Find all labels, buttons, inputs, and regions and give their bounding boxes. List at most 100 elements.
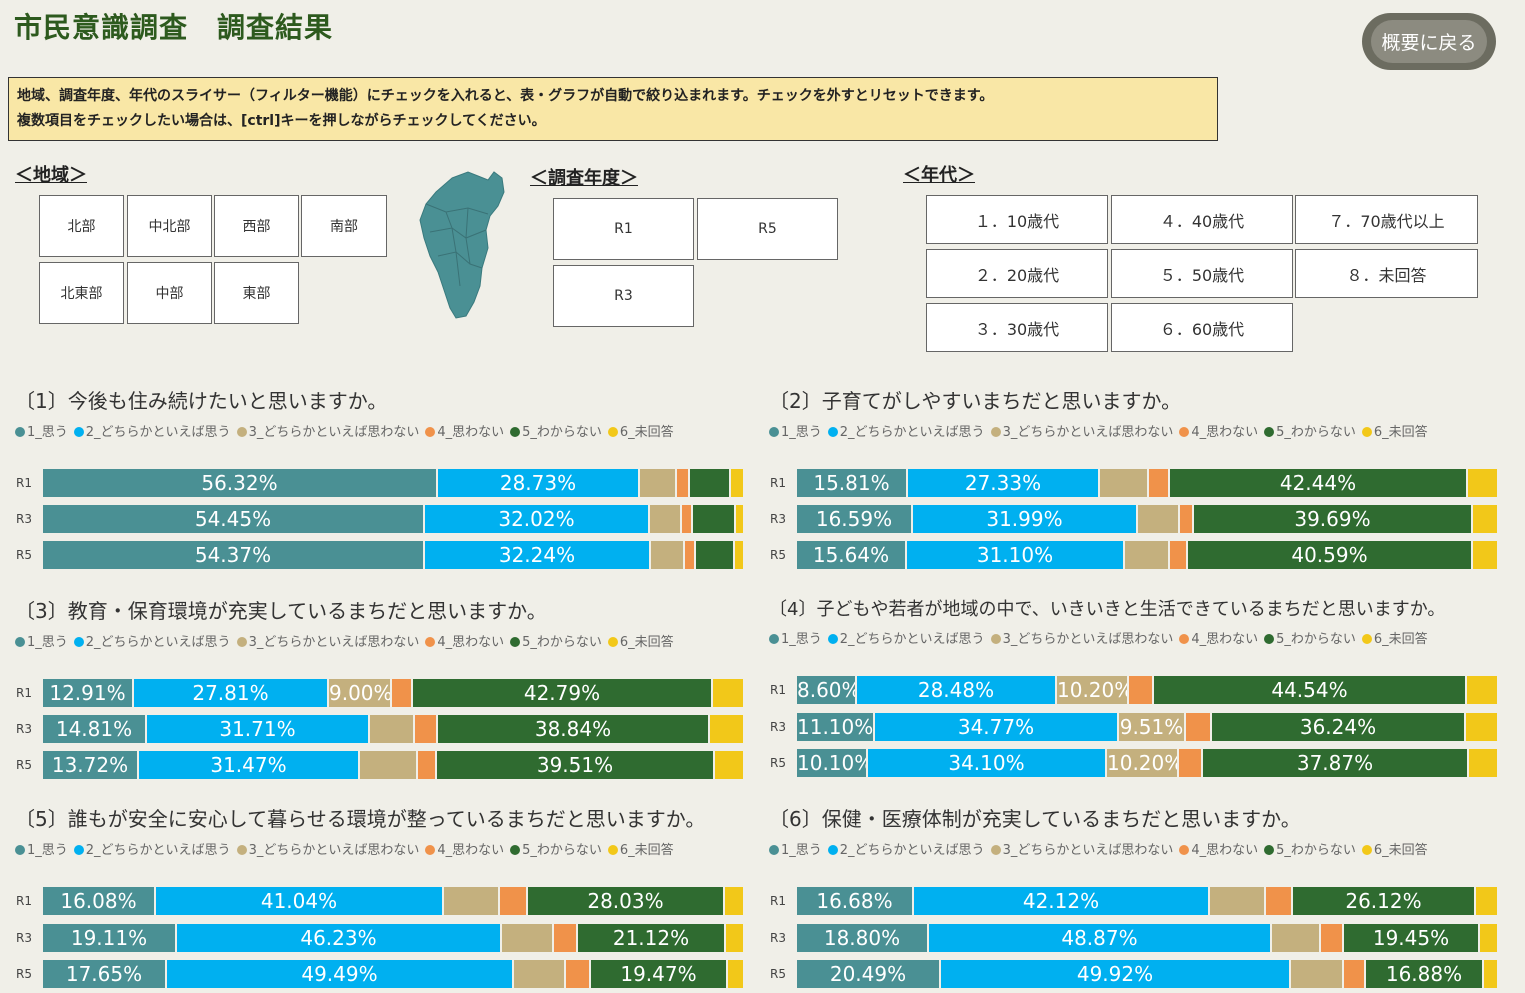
region-south-button[interactable]: 南部 (301, 195, 387, 257)
segment-no-answer[interactable] (1484, 960, 1497, 988)
segment-no-answer[interactable] (710, 715, 743, 743)
segment-disagree[interactable] (1179, 749, 1201, 777)
region-northeast-button[interactable]: 北東部 (39, 262, 124, 324)
legend-disagree[interactable]: 4_思わない (425, 631, 504, 650)
segment-agree[interactable] (797, 749, 866, 777)
segment-no-answer[interactable] (735, 541, 743, 569)
segment-somewhat-disagree[interactable] (1057, 676, 1127, 704)
segment-somewhat-disagree[interactable] (1107, 749, 1177, 777)
segment-somewhat-disagree[interactable] (650, 505, 680, 533)
legend-no-answer[interactable]: 6_未回答 (1361, 421, 1428, 440)
segment-disagree[interactable] (1129, 676, 1152, 704)
segment-no-answer[interactable] (726, 924, 743, 952)
legend-unknown[interactable]: 5_わからない (1264, 839, 1356, 858)
legend-agree[interactable]: 1_思う (769, 628, 822, 647)
year-r5-button[interactable]: R5 (697, 198, 838, 260)
segment-somewhat-disagree[interactable] (444, 887, 498, 915)
segment-somewhat-agree[interactable] (929, 924, 1270, 952)
stacked-bar[interactable]: 56.32% 28.73% (43, 469, 745, 497)
segment-disagree[interactable] (566, 960, 589, 988)
region-west-button[interactable]: 西部 (214, 195, 299, 257)
segment-somewhat-disagree[interactable] (502, 924, 552, 952)
segment-no-answer[interactable] (1466, 713, 1497, 741)
stacked-bar[interactable]: 20.49% 49.92% 16.88% (797, 960, 1499, 988)
segment-unknown[interactable] (1344, 924, 1478, 952)
segment-agree[interactable] (797, 676, 855, 704)
legend-disagree[interactable]: 4_思わない (1179, 839, 1258, 858)
segment-unknown[interactable] (1212, 713, 1464, 741)
segment-somewhat-agree[interactable] (425, 541, 649, 569)
legend-somewhat-disagree[interactable]: 3_どちらかといえば思わない (236, 839, 419, 858)
legend-agree[interactable]: 1_思う (15, 839, 68, 858)
segment-unknown[interactable] (1293, 887, 1474, 915)
legend-somewhat-agree[interactable]: 2_どちらかといえば思う (827, 421, 985, 440)
segment-no-answer[interactable] (1468, 469, 1497, 497)
segment-somewhat-disagree[interactable] (370, 715, 413, 743)
legend-somewhat-disagree[interactable]: 3_どちらかといえば思わない (990, 421, 1173, 440)
segment-agree[interactable] (43, 679, 132, 707)
region-central-button[interactable]: 中部 (127, 262, 212, 324)
legend-somewhat-agree[interactable]: 2_どちらかといえば思う (73, 631, 231, 650)
segment-agree[interactable] (43, 960, 165, 988)
segment-disagree[interactable] (1266, 887, 1291, 915)
segment-no-answer[interactable] (715, 751, 743, 779)
segment-somewhat-agree[interactable] (147, 715, 368, 743)
segment-disagree[interactable] (554, 924, 576, 952)
segment-disagree[interactable] (392, 679, 411, 707)
segment-unknown[interactable] (1194, 505, 1471, 533)
segment-no-answer[interactable] (1473, 505, 1497, 533)
segment-no-answer[interactable] (731, 469, 743, 497)
segment-somewhat-agree[interactable] (914, 887, 1208, 915)
legend-somewhat-agree[interactable]: 2_どちらかといえば思う (827, 839, 985, 858)
stacked-bar[interactable]: 54.37% 32.24% (43, 541, 745, 569)
segment-unknown[interactable] (438, 715, 708, 743)
segment-somewhat-disagree[interactable] (329, 679, 390, 707)
segment-unknown[interactable] (693, 505, 734, 533)
segment-somewhat-agree[interactable] (941, 960, 1289, 988)
segment-no-answer[interactable] (1480, 924, 1497, 952)
segment-no-answer[interactable] (736, 505, 743, 533)
legend-somewhat-agree[interactable]: 2_どちらかといえば思う (827, 628, 985, 647)
segment-unknown[interactable] (591, 960, 726, 988)
segment-somewhat-agree[interactable] (907, 541, 1123, 569)
stacked-bar[interactable]: 15.64% 31.10% 40.59% (797, 541, 1499, 569)
segment-somewhat-disagree[interactable] (640, 469, 675, 497)
segment-somewhat-agree[interactable] (134, 679, 327, 707)
legend-disagree[interactable]: 4_思わない (1179, 421, 1258, 440)
legend-no-answer[interactable]: 6_未回答 (1361, 628, 1428, 647)
segment-no-answer[interactable] (725, 887, 743, 915)
segment-disagree[interactable] (1149, 469, 1168, 497)
segment-somewhat-disagree[interactable] (1291, 960, 1342, 988)
year-r1-button[interactable]: R1 (553, 198, 694, 260)
legend-unknown[interactable]: 5_わからない (1264, 421, 1356, 440)
segment-unknown[interactable] (1188, 541, 1471, 569)
segment-disagree[interactable] (685, 541, 694, 569)
segment-agree[interactable] (43, 887, 154, 915)
segment-unknown[interactable] (1366, 960, 1482, 988)
segment-somewhat-disagree[interactable] (1125, 541, 1168, 569)
stacked-bar[interactable]: 8.60% 28.48% 10.20% 44.54% (797, 676, 1499, 704)
age-no-answer-button[interactable]: ８．未回答 (1295, 249, 1478, 298)
segment-somewhat-disagree[interactable] (1119, 713, 1184, 741)
segment-somewhat-agree[interactable] (425, 505, 648, 533)
legend-agree[interactable]: 1_思う (15, 631, 68, 650)
segment-somewhat-agree[interactable] (167, 960, 512, 988)
age-10s-button[interactable]: １．10歳代 (926, 195, 1108, 244)
legend-somewhat-disagree[interactable]: 3_どちらかといえば思わない (236, 631, 419, 650)
age-40s-button[interactable]: ４．40歳代 (1111, 195, 1293, 244)
segment-agree[interactable] (43, 541, 423, 569)
segment-unknown[interactable] (696, 541, 733, 569)
legend-no-answer[interactable]: 6_未回答 (607, 631, 674, 650)
segment-agree[interactable] (797, 713, 873, 741)
segment-somewhat-disagree[interactable] (1100, 469, 1147, 497)
legend-no-answer[interactable]: 6_未回答 (1361, 839, 1428, 858)
age-30s-button[interactable]: ３．30歳代 (926, 303, 1108, 352)
legend-somewhat-disagree[interactable]: 3_どちらかといえば思わない (990, 839, 1173, 858)
segment-agree[interactable] (797, 505, 911, 533)
segment-unknown[interactable] (1170, 469, 1466, 497)
segment-somewhat-agree[interactable] (177, 924, 500, 952)
segment-agree[interactable] (43, 505, 423, 533)
segment-disagree[interactable] (682, 505, 691, 533)
segment-somewhat-agree[interactable] (908, 469, 1098, 497)
legend-unknown[interactable]: 5_わからない (510, 839, 602, 858)
